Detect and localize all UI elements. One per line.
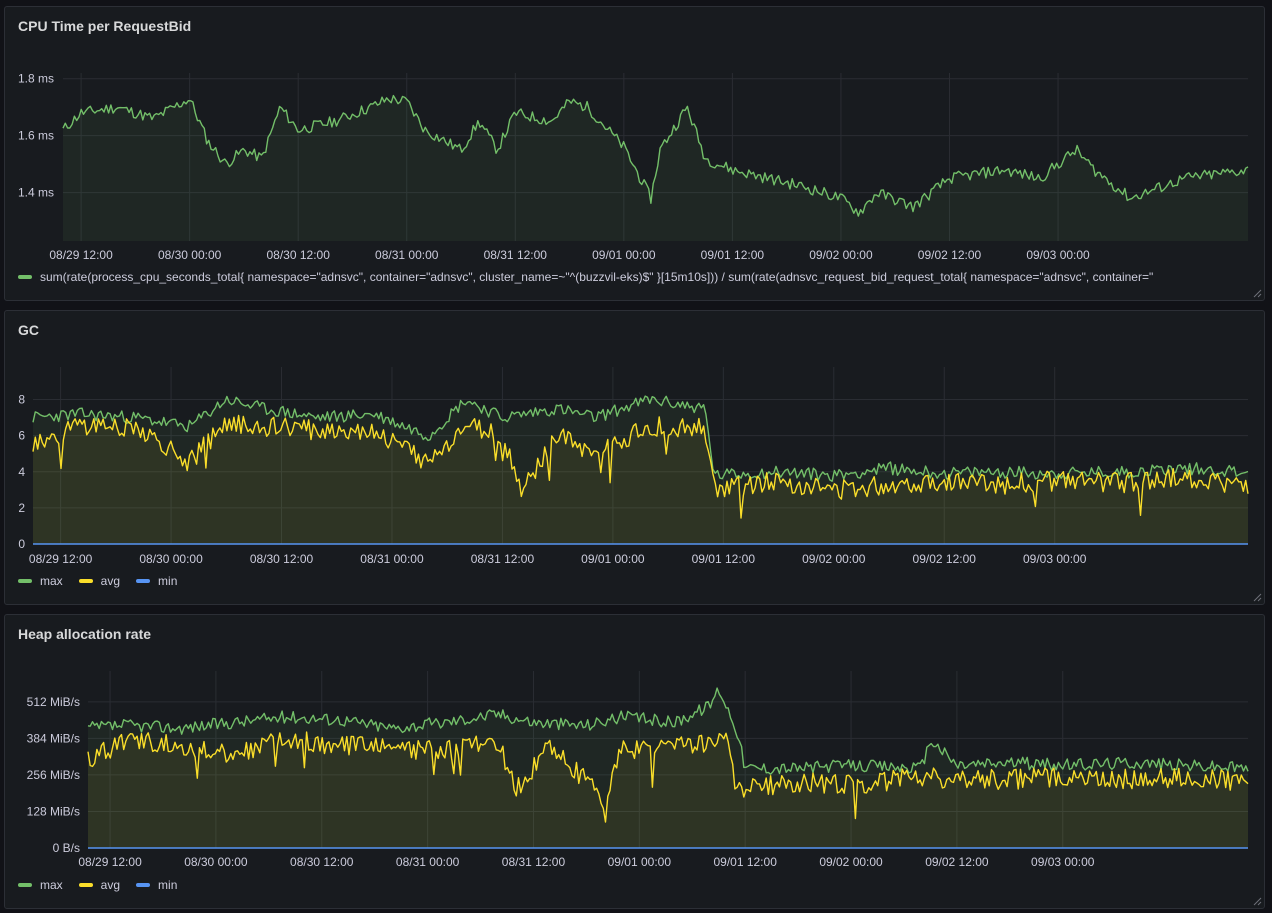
legend-item-min[interactable]: min [136,574,177,588]
x-tick-label: 09/02 00:00 [802,552,866,566]
legend-swatch-blue [136,579,151,583]
legend: max avg min [18,574,193,588]
legend-swatch-yellow [78,579,93,583]
panel-title: CPU Time per RequestBid [18,18,192,34]
legend-label: min [158,878,178,892]
x-tick-label: 09/02 12:00 [918,248,982,262]
x-tick-label: 09/02 00:00 [819,855,883,869]
x-tick-label: 09/01 00:00 [581,552,645,566]
legend-swatch-green [18,275,32,279]
panel-gc: GC 08/29 12:00 08/30 00:00 08/30 12:00 08/3… [4,310,1265,605]
x-tick-label: 09/03 00:00 [1023,552,1087,566]
legend-item-min[interactable]: min [136,878,177,892]
panel-title: Heap allocation rate [18,626,152,642]
series-line-sumratepro[interactable] [62,94,1249,217]
legend-item-max[interactable]: max [18,574,63,588]
series-line-max[interactable] [87,687,1249,775]
x-tick-label: 08/31 12:00 [471,552,535,566]
x-tick-label: 09/01 12:00 [692,552,756,566]
x-tick-label: 08/30 00:00 [139,552,203,566]
x-tick-label: 09/03 00:00 [1031,855,1095,869]
legend-label: min [158,574,178,588]
series-area-avg [88,732,1248,848]
legend-label: avg [100,878,121,892]
x-tick-label: 08/31 00:00 [360,552,424,566]
resize-handle-icon[interactable] [1252,592,1262,602]
chart-gc[interactable]: 08/29 12:00 08/30 00:00 08/30 12:00 08/31 0… [5,311,1264,604]
legend-label: sum(rate(process_cpu_seconds_total{ name… [40,270,1154,284]
y-tick-label: 1.6 ms [18,129,54,143]
x-tick-label: 09/02 12:00 [925,855,989,869]
legend-label: avg [100,574,121,588]
series-line-avg[interactable] [32,414,1249,519]
resize-handle-icon[interactable] [1252,896,1262,906]
x-tick-label: 08/30 12:00 [290,855,354,869]
series-area-avg [33,415,1248,544]
series-area-sumratepro [63,95,1248,241]
x-tick-label: 09/02 00:00 [809,248,873,262]
x-tick-label: 08/31 00:00 [375,248,439,262]
y-tick-label: 8 [18,393,25,407]
x-tick-label: 09/01 00:00 [608,855,672,869]
panel-heap-allocation: Heap allocation rate 08/29 12:00 08/30 00… [4,614,1265,909]
x-tick-label: 09/03 00:00 [1026,248,1090,262]
legend-swatch-yellow [78,883,93,887]
x-tick-label: 08/31 12:00 [484,248,548,262]
resize-handle-icon[interactable] [1252,288,1262,298]
x-tick-label: 08/31 00:00 [396,855,460,869]
legend-item-max[interactable]: max [18,878,63,892]
legend-swatch-green [18,883,32,887]
x-tick-label: 08/30 00:00 [184,855,248,869]
legend-item-cpu[interactable]: sum(rate(process_cpu_seconds_total{ name… [18,270,1153,284]
x-tick-label: 08/31 12:00 [502,855,566,869]
x-tick-label: 08/30 00:00 [158,248,222,262]
y-tick-label: 128 MiB/s [27,804,80,818]
x-tick-label: 08/29 12:00 [78,855,142,869]
x-tick-label: 09/02 12:00 [913,552,977,566]
legend: max avg min [18,878,193,892]
x-tick-label: 08/30 12:00 [266,248,330,262]
legend-label: max [40,878,63,892]
x-tick-label: 09/01 12:00 [701,248,765,262]
chart-heap-allocation[interactable]: 08/29 12:00 08/30 00:00 08/30 12:00 08/31 0… [5,615,1264,908]
y-tick-label: 384 MiB/s [27,731,80,745]
y-tick-label: 4 [18,465,25,479]
series-line-avg[interactable] [87,731,1249,823]
y-tick-label: 256 MiB/s [27,768,80,782]
x-tick-label: 08/29 12:00 [29,552,93,566]
legend-swatch-green [18,579,32,583]
legend-label: max [40,574,63,588]
y-tick-label: 1.4 ms [18,186,54,200]
y-tick-label: 0 [18,537,25,551]
legend-item-avg[interactable]: avg [78,878,121,892]
x-tick-label: 08/30 12:00 [250,552,314,566]
legend: sum(rate(process_cpu_seconds_total{ name… [18,270,1169,284]
chart-cpu-time[interactable]: 08/29 12:00 08/30 00:00 08/30 12:00 08/31 0… [5,7,1264,300]
y-tick-label: 2 [18,501,25,515]
series-area-max [88,688,1248,848]
legend-swatch-blue [136,883,151,887]
x-tick-label: 08/29 12:00 [49,248,113,262]
legend-item-avg[interactable]: avg [78,574,121,588]
y-tick-label: 0 B/s [53,841,80,855]
y-tick-label: 1.8 ms [18,72,54,86]
panel-cpu-time: CPU Time per RequestBid 08/29 12:00 08/30… [4,6,1265,301]
panel-title: GC [18,322,39,338]
y-tick-label: 6 [18,429,25,443]
x-tick-label: 09/01 00:00 [592,248,656,262]
x-tick-label: 09/01 12:00 [713,855,777,869]
y-tick-label: 512 MiB/s [27,695,80,709]
